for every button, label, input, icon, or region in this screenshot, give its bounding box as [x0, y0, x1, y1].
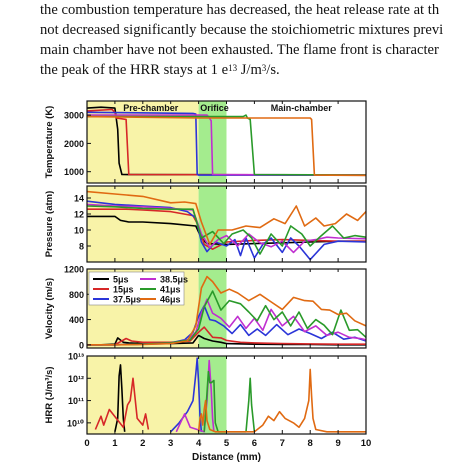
legend-label: 37.5μs — [113, 295, 141, 305]
y-tick-label: 1000 — [64, 167, 84, 177]
x-axis-label: Distance (mm) — [192, 452, 261, 463]
x-tick-label: 9 — [335, 438, 340, 449]
y-tick-label: 12 — [74, 210, 84, 220]
series-line-5 — [87, 115, 366, 177]
series-line-1 — [94, 377, 150, 430]
line4-sup: 13 — [228, 63, 238, 73]
region-label: Orifice — [200, 103, 229, 113]
y-tick-label: 2000 — [64, 139, 84, 149]
y-tick-label: 10¹¹ — [68, 396, 84, 406]
series-line-4 — [87, 290, 366, 346]
series-line-5 — [87, 190, 366, 246]
series-line-5 — [197, 368, 366, 433]
paragraph-line-4: the peak of the HRR stays at 1 e13 J/m3/… — [40, 60, 474, 80]
y-axis-label: Pressure (atm) — [44, 191, 55, 258]
y-axis-label: Velocity (m/s) — [44, 278, 55, 339]
x-tick-label: 5 — [224, 438, 230, 449]
y-tick-label: 400 — [69, 315, 84, 325]
series-line-2 — [87, 200, 366, 261]
legend-label: 46μs — [160, 295, 181, 305]
series-line-0 — [114, 364, 126, 432]
y-tick-label: 1200 — [64, 265, 84, 275]
legend-label: 41μs — [160, 285, 181, 295]
x-tick-label: 2 — [140, 438, 145, 449]
y-tick-label: 8 — [79, 242, 84, 252]
y-tick-label: 10¹⁰ — [67, 418, 84, 428]
x-tick-label: 0 — [84, 438, 89, 449]
line4-sup2: 3 — [261, 63, 267, 73]
x-tick-label: 6 — [252, 438, 257, 449]
x-tick-label: 10 — [361, 438, 372, 449]
y-tick-label: 10 — [74, 226, 84, 236]
line4-end: /s. — [266, 62, 280, 78]
paragraph-line-3: main chamber have not been exhausted. Th… — [40, 42, 439, 58]
series-line-1 — [87, 108, 366, 176]
legend-label: 38.5μs — [160, 275, 188, 285]
x-tick-label: 3 — [168, 438, 173, 449]
legend-label: 5μs — [113, 275, 129, 285]
line4-post: J/m — [237, 62, 262, 78]
y-axis-label: Temperature (K) — [44, 106, 55, 179]
y-tick-label: 10¹² — [68, 374, 84, 384]
x-tick-label: 4 — [196, 438, 202, 449]
series-line-4 — [87, 205, 366, 255]
x-tick-label: 8 — [308, 438, 313, 449]
region-label: Main-chamber — [271, 103, 333, 113]
y-tick-label: 0 — [79, 340, 84, 350]
legend-label: 15μs — [113, 285, 134, 295]
series-line-4 — [203, 370, 256, 433]
y-tick-label: 14 — [74, 194, 84, 204]
y-tick-label: 10¹³ — [68, 352, 84, 362]
y-tick-label: 800 — [69, 290, 84, 300]
paragraph: the combustion temperature has decreased… — [40, 0, 474, 80]
line4-pre: the peak of the HRR stays at 1 e — [40, 62, 229, 78]
y-tick-label: 3000 — [64, 111, 84, 121]
x-tick-label: 7 — [280, 438, 285, 449]
y-axis-label: HRR (J/m³/s) — [44, 366, 55, 423]
paragraph-line-1: the combustion temperature has decreased… — [40, 2, 440, 18]
series-line-1 — [87, 326, 366, 346]
series-line-5 — [87, 275, 366, 346]
region-label: Pre-chamber — [123, 103, 179, 113]
series-line-0 — [87, 106, 366, 176]
paragraph-line-2: not decreased significantly because the … — [40, 22, 444, 38]
x-tick-label: 1 — [112, 438, 118, 449]
